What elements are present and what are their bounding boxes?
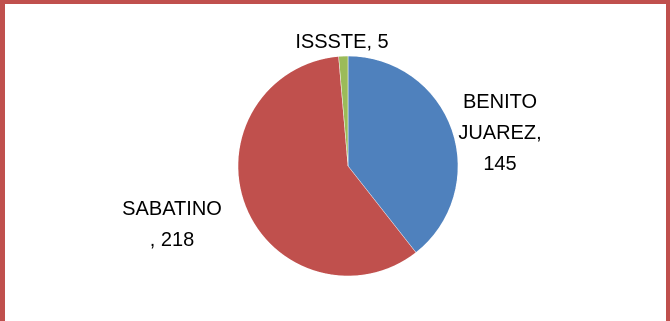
data-label-line: , 218 [150, 229, 194, 251]
data-label-benito-juarez: BENITO JUAREZ, 145 [458, 91, 541, 175]
data-label-line: JUAREZ, [458, 122, 541, 144]
pie-slices [237, 55, 459, 277]
chart-border-right [666, 0, 670, 321]
data-label-issste: ISSSTE, 5 [295, 31, 388, 53]
pie-slice-sabatino [237, 56, 417, 277]
chart-border-left [0, 0, 5, 321]
data-label-line: ISSSTE, 5 [295, 31, 388, 53]
data-label-line: SABATINO [122, 198, 222, 220]
pie-slice-issste [338, 55, 349, 167]
data-label-line: BENITO [463, 91, 537, 113]
pie-slice-benito-juarez [347, 55, 459, 253]
data-label-line: 145 [483, 153, 516, 175]
data-label-sabatino: SABATINO , 218 [122, 198, 222, 251]
pie-labels: BENITO JUAREZ, 145 SABATINO , 218 ISSSTE, 5 [122, 31, 542, 251]
chart-border-top [0, 0, 670, 4]
